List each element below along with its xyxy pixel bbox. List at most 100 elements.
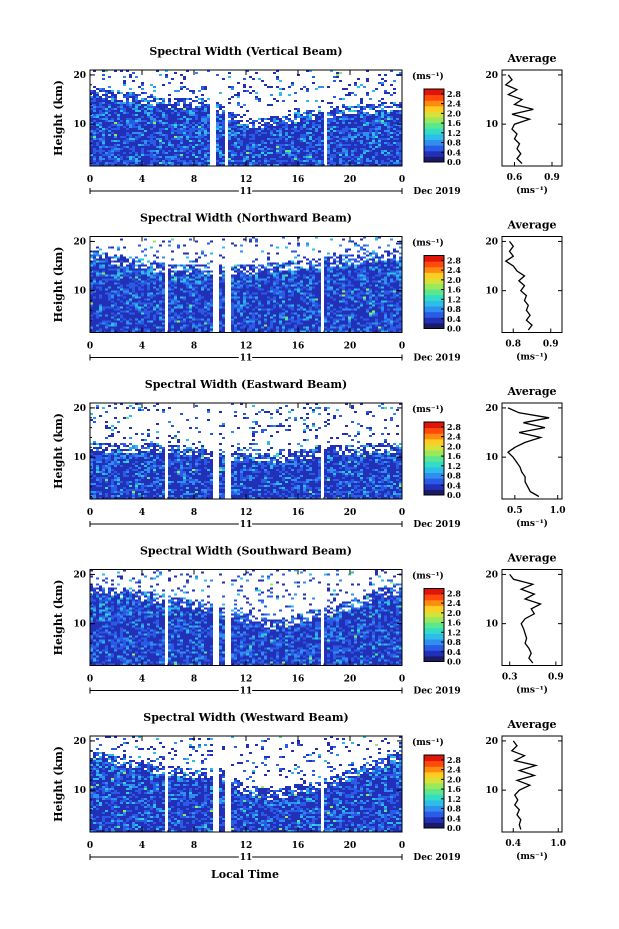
- heatmap-cell: [102, 120, 105, 122]
- heatmap-cell: [231, 288, 234, 291]
- heatmap-cell: [108, 154, 111, 156]
- heatmap-cell: [162, 312, 165, 315]
- heatmap-cell: [138, 318, 141, 321]
- heatmap-cell: [150, 126, 153, 128]
- heatmap-cell: [162, 114, 165, 116]
- heatmap-cell: [231, 302, 234, 305]
- heatmap-cell: [120, 260, 123, 263]
- heatmap-cell: [117, 286, 120, 289]
- heatmap-cell: [105, 298, 108, 301]
- heatmap-cell: [135, 300, 138, 303]
- heatmap-cell: [288, 152, 291, 154]
- heatmap-cell: [219, 312, 222, 315]
- heatmap-cell: [195, 330, 198, 333]
- heatmap-cell: [195, 306, 198, 309]
- heatmap-cell: [321, 120, 324, 122]
- heatmap-cell: [180, 318, 183, 321]
- heatmap-cell: [354, 114, 357, 116]
- heatmap-cell: [207, 150, 210, 152]
- heatmap-cell: [210, 316, 213, 319]
- heatmap-cell: [192, 126, 195, 128]
- heatmap-cell: [150, 306, 153, 309]
- heatmap-cell: [162, 84, 165, 86]
- heatmap-cell: [111, 158, 114, 160]
- heatmap-cell: [126, 152, 129, 154]
- heatmap-cell: [123, 260, 126, 263]
- heatmap-cell: [201, 286, 204, 289]
- heatmap-cell: [372, 124, 375, 126]
- heatmap-cell: [192, 122, 195, 124]
- heatmap-cell: [93, 150, 96, 152]
- heatmap-cell: [201, 112, 204, 114]
- heatmap-cell: [375, 120, 378, 122]
- heatmap-cell: [99, 306, 102, 309]
- heatmap-cell: [105, 120, 108, 122]
- heatmap-cell: [123, 304, 126, 307]
- heatmap-cell: [249, 146, 252, 148]
- heatmap-cell: [210, 318, 213, 321]
- heatmap-cell: [192, 116, 195, 118]
- heatmap-cell: [366, 118, 369, 120]
- heatmap-cell: [333, 128, 336, 130]
- heatmap-cell: [105, 268, 108, 271]
- heatmap-cell: [204, 144, 207, 146]
- heatmap-cell: [132, 324, 135, 327]
- heatmap-cell: [300, 124, 303, 126]
- heatmap-cell: [111, 146, 114, 148]
- heatmap-cell: [234, 264, 237, 267]
- heatmap-cell: [129, 320, 132, 323]
- heatmap-cell: [102, 304, 105, 307]
- heatmap-cell: [357, 116, 360, 118]
- heatmap-cell: [132, 300, 135, 303]
- heatmap-cell: [342, 130, 345, 132]
- heatmap-cell: [219, 292, 222, 295]
- heatmap-cell: [285, 136, 288, 138]
- heatmap-cell: [321, 152, 324, 154]
- heatmap-cell: [159, 154, 162, 156]
- heatmap-cell: [297, 114, 300, 116]
- heatmap-cell: [96, 114, 99, 116]
- heatmap-cell: [147, 288, 150, 291]
- heatmap-cell: [246, 320, 249, 323]
- heatmap-cell: [204, 328, 207, 331]
- heatmap-cell: [312, 128, 315, 130]
- heatmap-cell: [111, 92, 114, 94]
- heatmap-cell: [288, 132, 291, 134]
- heatmap-cell: [171, 284, 174, 287]
- heatmap-cell: [183, 276, 186, 279]
- heatmap-cell: [387, 136, 390, 138]
- heatmap-cell: [177, 100, 180, 102]
- heatmap-cell: [171, 290, 174, 293]
- heatmap-cell: [279, 80, 282, 82]
- heatmap-cell: [276, 76, 279, 78]
- heatmap-cell: [375, 138, 378, 140]
- heatmap-cell: [375, 116, 378, 118]
- heatmap-cell: [132, 108, 135, 110]
- heatmap-cell: [321, 154, 324, 156]
- heatmap-cell: [171, 288, 174, 291]
- heatmap-cell: [294, 134, 297, 136]
- heatmap-cell: [177, 162, 180, 164]
- heatmap-cell: [366, 80, 369, 82]
- heatmap-cell: [204, 274, 207, 277]
- heatmap-cell: [108, 160, 111, 162]
- heatmap-cell: [198, 308, 201, 311]
- heatmap-cell: [90, 314, 93, 317]
- heatmap-cell: [120, 118, 123, 120]
- heatmap-cell: [204, 162, 207, 164]
- heatmap-cell: [144, 146, 147, 148]
- heatmap-cell: [132, 260, 135, 263]
- heatmap-cell: [99, 164, 102, 166]
- heatmap-cell: [150, 160, 153, 162]
- heatmap-cell: [183, 252, 186, 255]
- heatmap-cell: [234, 320, 237, 323]
- heatmap-cell: [276, 118, 279, 120]
- heatmap-cell: [177, 112, 180, 114]
- heatmap-cell: [159, 330, 162, 333]
- heatmap-cell: [387, 156, 390, 158]
- heatmap-cell: [168, 316, 171, 319]
- heatmap-cell: [363, 154, 366, 156]
- heatmap-cell: [93, 268, 96, 271]
- heatmap-cell: [120, 294, 123, 297]
- heatmap-cell: [147, 122, 150, 124]
